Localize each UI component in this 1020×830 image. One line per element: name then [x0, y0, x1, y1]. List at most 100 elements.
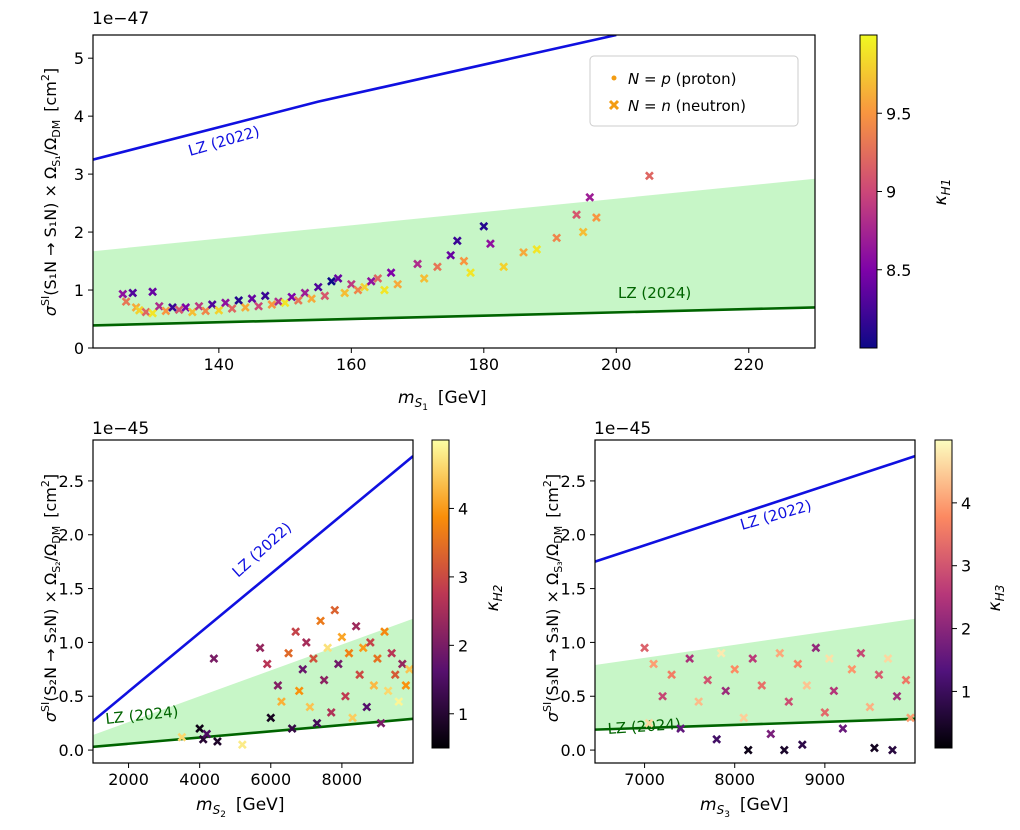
- data-point: [486, 239, 495, 249]
- y-tick-label: 2.0: [561, 526, 586, 545]
- data-point: [326, 707, 336, 717]
- data-point: [883, 654, 893, 663]
- data-point: [644, 171, 654, 181]
- x-axis-label: mS3 [GeV]: [700, 795, 788, 820]
- data-point: [383, 686, 393, 696]
- y-tick-label: 2.5: [59, 472, 84, 491]
- colorbar-tick-label: 2: [961, 620, 971, 639]
- data-point: [323, 643, 333, 653]
- data-point: [676, 724, 686, 733]
- colorbar: 1 2 3 4: [934, 439, 971, 749]
- colorbar-tick-label: 2: [458, 636, 468, 655]
- y-tick-label: 1.0: [561, 633, 586, 652]
- panel-s2: LZ (2022)LZ (2024) 2000 4000 6000 80000.00.…: [39, 419, 505, 820]
- data-point: [712, 734, 722, 744]
- colorbar-tick-label: 9.5: [886, 104, 911, 123]
- data-point: [393, 279, 403, 289]
- data-point: [207, 300, 217, 309]
- plot-frame: [594, 439, 916, 764]
- data-point: [351, 621, 361, 631]
- axes: 7000 8000 9000 0.0 0.5 1.0 1.5 2.0 2.5: [561, 439, 916, 789]
- data-point: [892, 691, 902, 701]
- data-point: [293, 296, 303, 305]
- lz2024-line: [93, 306, 815, 327]
- data-point: [294, 686, 304, 696]
- data-point: [401, 681, 411, 690]
- data-point: [743, 745, 753, 755]
- data-point: [499, 262, 509, 272]
- colorbar-tick-label: 1: [961, 682, 971, 701]
- data-point: [366, 276, 376, 286]
- colorbar-tick-label: 4: [961, 494, 971, 513]
- data-point: [262, 659, 272, 669]
- data-point: [174, 305, 184, 315]
- data-point: [820, 707, 830, 717]
- data-point: [685, 654, 695, 663]
- data-point: [181, 303, 191, 312]
- data-point: [811, 643, 821, 653]
- data-point: [373, 274, 383, 283]
- data-point: [644, 718, 654, 728]
- data-point: [888, 745, 897, 755]
- x-tick-label: 140: [204, 355, 235, 374]
- axes: 2000 4000 6000 8000 0.0 0.5 1.0 1.5 2.0 2.5: [59, 439, 414, 789]
- data-point: [277, 697, 286, 707]
- data-point: [141, 307, 151, 317]
- data-point: [161, 306, 171, 316]
- data-point: [330, 605, 340, 615]
- data-point: [390, 670, 400, 680]
- data-point: [446, 250, 456, 260]
- data-point: [519, 247, 528, 257]
- y-tick-label: 1: [74, 281, 84, 300]
- y-tick-label: 2.5: [561, 472, 586, 491]
- y-axis-label: σSI(S₂N → S₂N) × ΩS₂/ΩDM[cm2]: [39, 474, 63, 722]
- data-point: [870, 743, 879, 753]
- data-point: [703, 675, 713, 685]
- scatter-points: [177, 605, 413, 750]
- x-tick-label: 4000: [179, 770, 220, 789]
- lz2022-line: [93, 455, 413, 723]
- data-point: [121, 297, 131, 307]
- allowed-band: [595, 618, 915, 730]
- data-point: [865, 702, 875, 712]
- data-point: [319, 675, 329, 685]
- data-point: [572, 210, 581, 220]
- y-tick-label: 0.0: [59, 741, 84, 760]
- plot-frame: [92, 34, 816, 349]
- data-point: [397, 659, 407, 669]
- y-axis-label: σSI(S₃N → S₃N) × ΩS₃/ΩDM[cm2]: [541, 474, 565, 722]
- data-point: [337, 632, 347, 642]
- data-point: [802, 681, 812, 690]
- scatter-points: [640, 643, 915, 755]
- data-point: [775, 648, 785, 658]
- colorbar: 1 2 3 4: [431, 439, 468, 749]
- data-point: [307, 294, 317, 304]
- legend: N = p (proton) N = n (neutron): [589, 55, 799, 127]
- data-point: [316, 616, 325, 626]
- data-point: [274, 297, 283, 307]
- y-tick-label: 0: [74, 339, 84, 358]
- data-point: [358, 643, 368, 653]
- data-point: [591, 213, 601, 223]
- data-point: [287, 292, 297, 302]
- data-point: [362, 702, 372, 712]
- y-tick-label: 0.0: [561, 741, 586, 760]
- colorbar-label: κH3: [985, 585, 1007, 612]
- data-point: [340, 288, 350, 298]
- data-point: [658, 691, 668, 701]
- data-point: [739, 713, 749, 723]
- data-point: [209, 654, 219, 663]
- offset-text: 1e−45: [92, 419, 149, 439]
- y-axis-label: σSI(S₁N → S₁N) × ΩS₁/ΩDM[cm2]: [39, 68, 63, 316]
- data-point: [346, 279, 356, 289]
- data-point: [247, 294, 257, 304]
- data-point: [194, 301, 204, 311]
- data-point: [305, 702, 315, 712]
- data-point: [201, 306, 211, 316]
- data-point: [254, 301, 264, 311]
- x-tick-label: 6000: [250, 770, 291, 789]
- data-point: [380, 627, 389, 637]
- y-tick-label: 3: [74, 165, 84, 184]
- x-tick-label: 8000: [714, 770, 755, 789]
- data-point: [313, 282, 323, 292]
